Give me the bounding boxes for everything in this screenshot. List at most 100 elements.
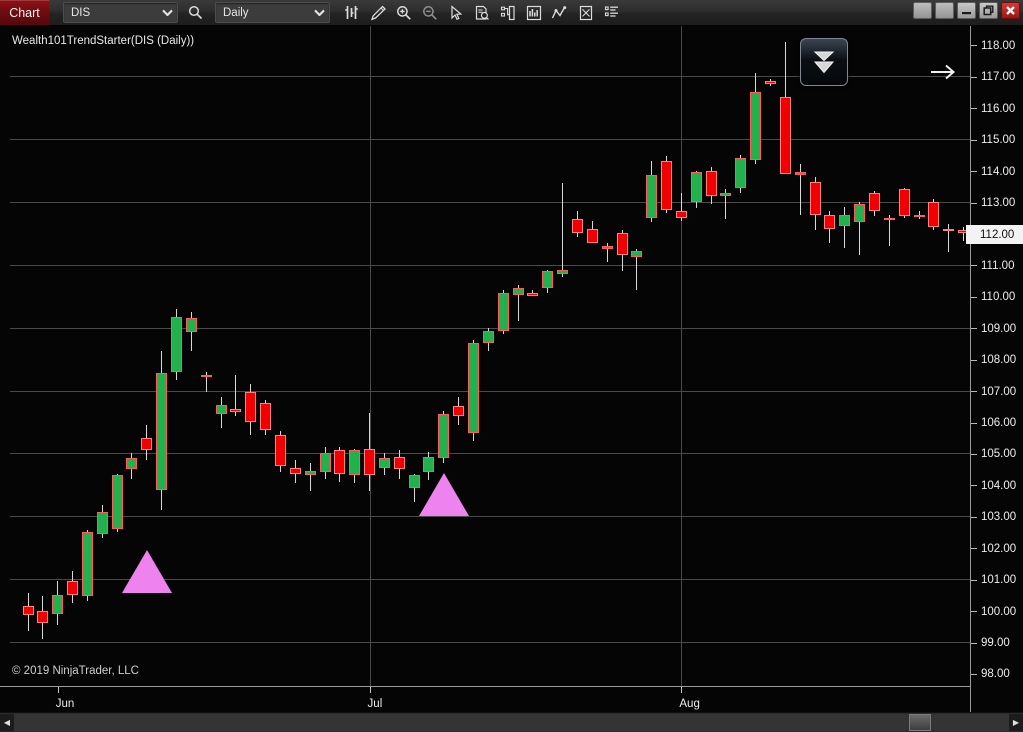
candle-body-down: [824, 214, 836, 229]
toolbar-tool-group: [339, 1, 625, 24]
double-chevron-down-icon[interactable]: [800, 38, 848, 86]
zoom-in-icon[interactable]: [391, 1, 417, 24]
price-axis-tick: 99.00: [971, 636, 1023, 650]
candlestick: [527, 26, 539, 686]
search-icon[interactable]: [184, 1, 206, 24]
trend-starter-signal-1: [121, 550, 172, 594]
candlestick: [675, 26, 687, 686]
indicators-icon[interactable]: [521, 1, 547, 24]
price-axis-tick: 115.00: [971, 133, 1023, 147]
horizontal-scrollbar[interactable]: ◀ ▶: [0, 712, 1023, 732]
candle-body-down: [705, 170, 717, 196]
price-axis[interactable]: 118.00 117.00 116.00 115.00 114.00 113.00 111.…: [966, 26, 1023, 712]
price-axis-label: 100.00: [981, 605, 1017, 618]
minimize-button[interactable]: [957, 2, 976, 19]
arrow-right-icon[interactable]: [930, 63, 956, 86]
price-axis-label: 106.00: [981, 417, 1017, 429]
list-icon[interactable]: [599, 1, 625, 24]
candle-wick: [784, 41, 786, 111]
zoom-out-icon[interactable]: [417, 1, 443, 24]
candle-body-up: [378, 458, 390, 468]
interval-selector[interactable]: Daily: [215, 2, 330, 23]
candle-body-down: [616, 233, 628, 256]
instrument-selector[interactable]: DIS: [63, 2, 178, 23]
scrollbar-thumb[interactable]: [909, 714, 932, 731]
candlestick: [453, 26, 465, 686]
candle-wick: [205, 371, 207, 393]
candlestick: [52, 26, 64, 686]
candle-body-up: [839, 214, 851, 226]
candlestick: [883, 26, 895, 686]
candle-body-down: [527, 293, 539, 296]
candle-body-down: [289, 467, 301, 474]
candle-body-down: [809, 181, 821, 215]
candle-body-up: [631, 250, 643, 257]
candlestick: [274, 26, 286, 686]
candle-body-up: [542, 271, 554, 289]
data-series-icon[interactable]: [469, 1, 495, 24]
candle-wick: [680, 192, 682, 221]
candle-body-down: [943, 228, 955, 232]
drawing-pencil-icon[interactable]: [365, 1, 391, 24]
candle-body-down: [67, 580, 79, 595]
scroll-right-button[interactable]: ▶: [1009, 714, 1023, 731]
candle-body-up: [126, 458, 138, 470]
candle-body-up: [304, 470, 316, 476]
candlestick: [571, 26, 583, 686]
restore-button[interactable]: [979, 2, 998, 19]
scroll-left-button[interactable]: ◀: [0, 714, 14, 731]
candlestick: [37, 26, 49, 686]
price-axis-label: 115.00: [981, 134, 1016, 147]
chart-trader-icon[interactable]: [495, 1, 521, 24]
candlestick: [185, 26, 197, 686]
candlestick: [809, 26, 821, 686]
candlestick: [438, 26, 450, 686]
chart-tab[interactable]: Chart: [0, 0, 49, 25]
candle-wick: [309, 462, 311, 492]
candlestick: [230, 26, 242, 686]
price-axis-label: 98.00: [981, 668, 1010, 681]
chart-indicator-label: Wealth101TrendStarter(DIS (Daily)): [12, 35, 195, 47]
chart-canvas-area[interactable]: Wealth101TrendStarter(DIS (Daily)) © 201…: [0, 25, 1023, 712]
price-axis-tick: 107.00: [971, 385, 1023, 399]
candle-wick: [888, 214, 890, 246]
bars-type-icon[interactable]: [339, 1, 365, 24]
candle-body-down: [230, 409, 242, 412]
candle-wick: [235, 374, 237, 416]
candle-body-up: [319, 453, 331, 473]
candle-body-up: [200, 374, 212, 378]
properties-icon[interactable]: [573, 1, 599, 24]
candle-wick: [517, 285, 519, 322]
price-axis-tick: 109.00: [971, 322, 1023, 336]
candlestick: [319, 26, 331, 686]
strategies-icon[interactable]: [547, 1, 573, 24]
blank-button-1[interactable]: [913, 2, 932, 19]
close-button[interactable]: [1001, 2, 1020, 19]
horizontal-gridline: [10, 390, 970, 392]
price-plot[interactable]: [10, 26, 970, 686]
candlestick: [601, 26, 613, 686]
horizontal-gridline: [10, 76, 970, 78]
price-axis-label: 104.00: [981, 479, 1017, 492]
candlestick: [171, 26, 182, 686]
candlestick: [22, 26, 34, 686]
time-axis-tick: Jul: [368, 687, 382, 710]
cursor-pointer-icon[interactable]: [443, 1, 469, 24]
candlestick: [512, 26, 524, 686]
time-axis-tick: Aug: [679, 687, 700, 710]
chevron-down-icon: [311, 4, 327, 21]
candlestick: [690, 26, 702, 686]
candle-body-down: [928, 202, 940, 228]
blank-button-2[interactable]: [935, 2, 954, 19]
price-axis-tick: 113.00: [971, 196, 1023, 210]
horizontal-gridline: [10, 642, 970, 643]
price-axis-tick: 105.00: [971, 447, 1023, 461]
candle-body-up: [512, 288, 524, 295]
candlestick: [111, 26, 123, 686]
candlestick: [468, 26, 479, 686]
candle-body-up: [81, 532, 93, 597]
candle-body-up: [96, 511, 108, 534]
scrollbar-track[interactable]: [14, 714, 1009, 731]
time-axis[interactable]: Jun Jul Aug: [0, 686, 970, 713]
